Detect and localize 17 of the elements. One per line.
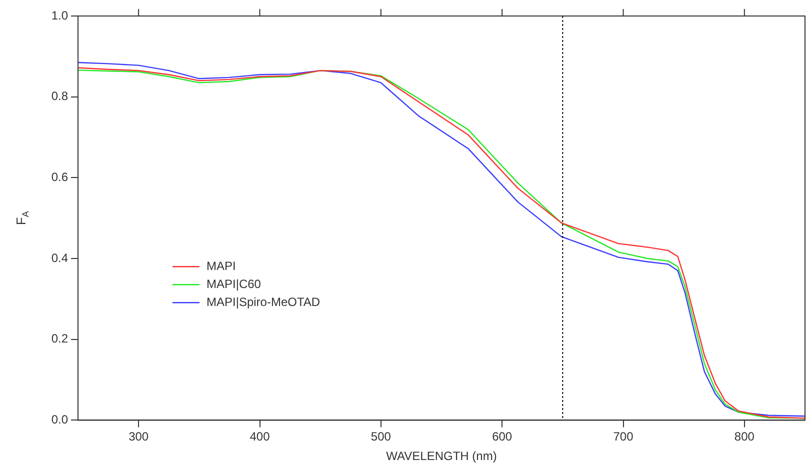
x-tick-label: 500	[370, 430, 392, 444]
y-tick-label: 0.0	[51, 412, 68, 427]
y-tick-label: 0.6	[51, 170, 68, 184]
y-tick-label: 0.4	[51, 250, 68, 265]
x-axis-title: WAVELENGTH (nm)	[386, 449, 497, 464]
x-tick-label: 300	[128, 430, 149, 444]
x-tick-label: 600	[492, 430, 512, 444]
legend-label: MAPI	[206, 258, 236, 273]
x-tick-label: 800	[734, 430, 755, 444]
y-tick-label: 0.2	[51, 332, 68, 346]
legend-label: MAPI|C60	[206, 276, 262, 291]
y-tick-label: 1.0	[51, 8, 68, 22]
y-axis-title: FA	[14, 211, 30, 226]
legend-label: MAPI|Spiro-MeOTAD	[206, 294, 320, 309]
x-tick-label: 400	[250, 430, 270, 444]
y-tick-label: 0.8	[51, 89, 68, 104]
x-tick-label: 700	[613, 430, 634, 444]
